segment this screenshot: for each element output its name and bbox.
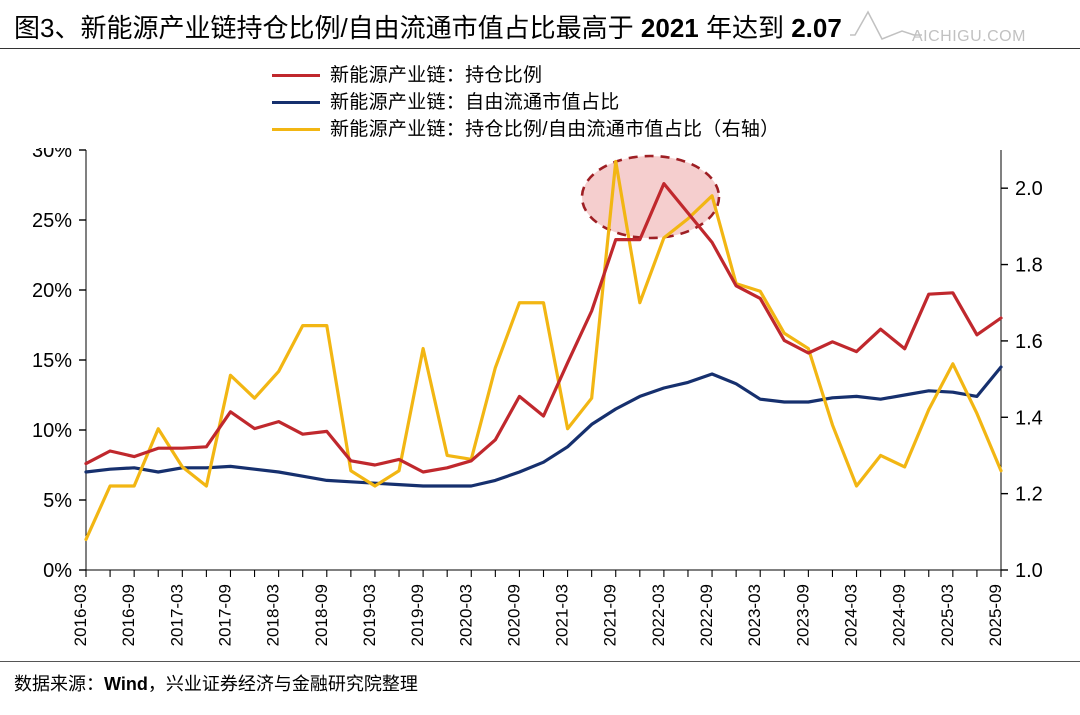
svg-text:2023-09: 2023-09 [793, 584, 812, 646]
svg-text:2022-03: 2022-03 [649, 584, 668, 646]
svg-text:2025-09: 2025-09 [986, 584, 1005, 646]
svg-text:0%: 0% [43, 560, 72, 582]
svg-text:2018-03: 2018-03 [264, 584, 283, 646]
svg-text:30%: 30% [32, 148, 72, 162]
svg-text:2019-09: 2019-09 [408, 584, 427, 646]
svg-text:1.2: 1.2 [1015, 484, 1043, 506]
svg-text:1.4: 1.4 [1015, 407, 1043, 429]
svg-text:2016-03: 2016-03 [71, 584, 90, 646]
svg-text:25%: 25% [32, 210, 72, 232]
svg-text:2020-09: 2020-09 [504, 584, 523, 646]
svg-text:2020-03: 2020-03 [456, 584, 475, 646]
svg-text:15%: 15% [32, 350, 72, 372]
svg-text:20%: 20% [32, 280, 72, 302]
svg-text:2021-03: 2021-03 [553, 584, 572, 646]
svg-text:2016-09: 2016-09 [119, 584, 138, 646]
svg-text:1.0: 1.0 [1015, 560, 1043, 582]
svg-text:5%: 5% [43, 490, 72, 512]
svg-text:2025-03: 2025-03 [938, 584, 957, 646]
svg-text:2017-09: 2017-09 [215, 584, 234, 646]
svg-text:2019-03: 2019-03 [360, 584, 379, 646]
svg-text:10%: 10% [32, 420, 72, 442]
svg-text:2018-09: 2018-09 [312, 584, 331, 646]
svg-text:2022-09: 2022-09 [697, 584, 716, 646]
svg-text:2021-09: 2021-09 [601, 584, 620, 646]
svg-text:AICHIGU.COM: AICHIGU.COM [912, 28, 1026, 45]
svg-text:2023-03: 2023-03 [745, 584, 764, 646]
svg-text:1.6: 1.6 [1015, 331, 1043, 353]
svg-text:2024-09: 2024-09 [890, 584, 909, 646]
svg-text:2017-03: 2017-03 [167, 584, 186, 646]
svg-text:1.8: 1.8 [1015, 255, 1043, 277]
svg-text:2.0: 2.0 [1015, 178, 1043, 200]
svg-text:2024-03: 2024-03 [842, 584, 861, 646]
